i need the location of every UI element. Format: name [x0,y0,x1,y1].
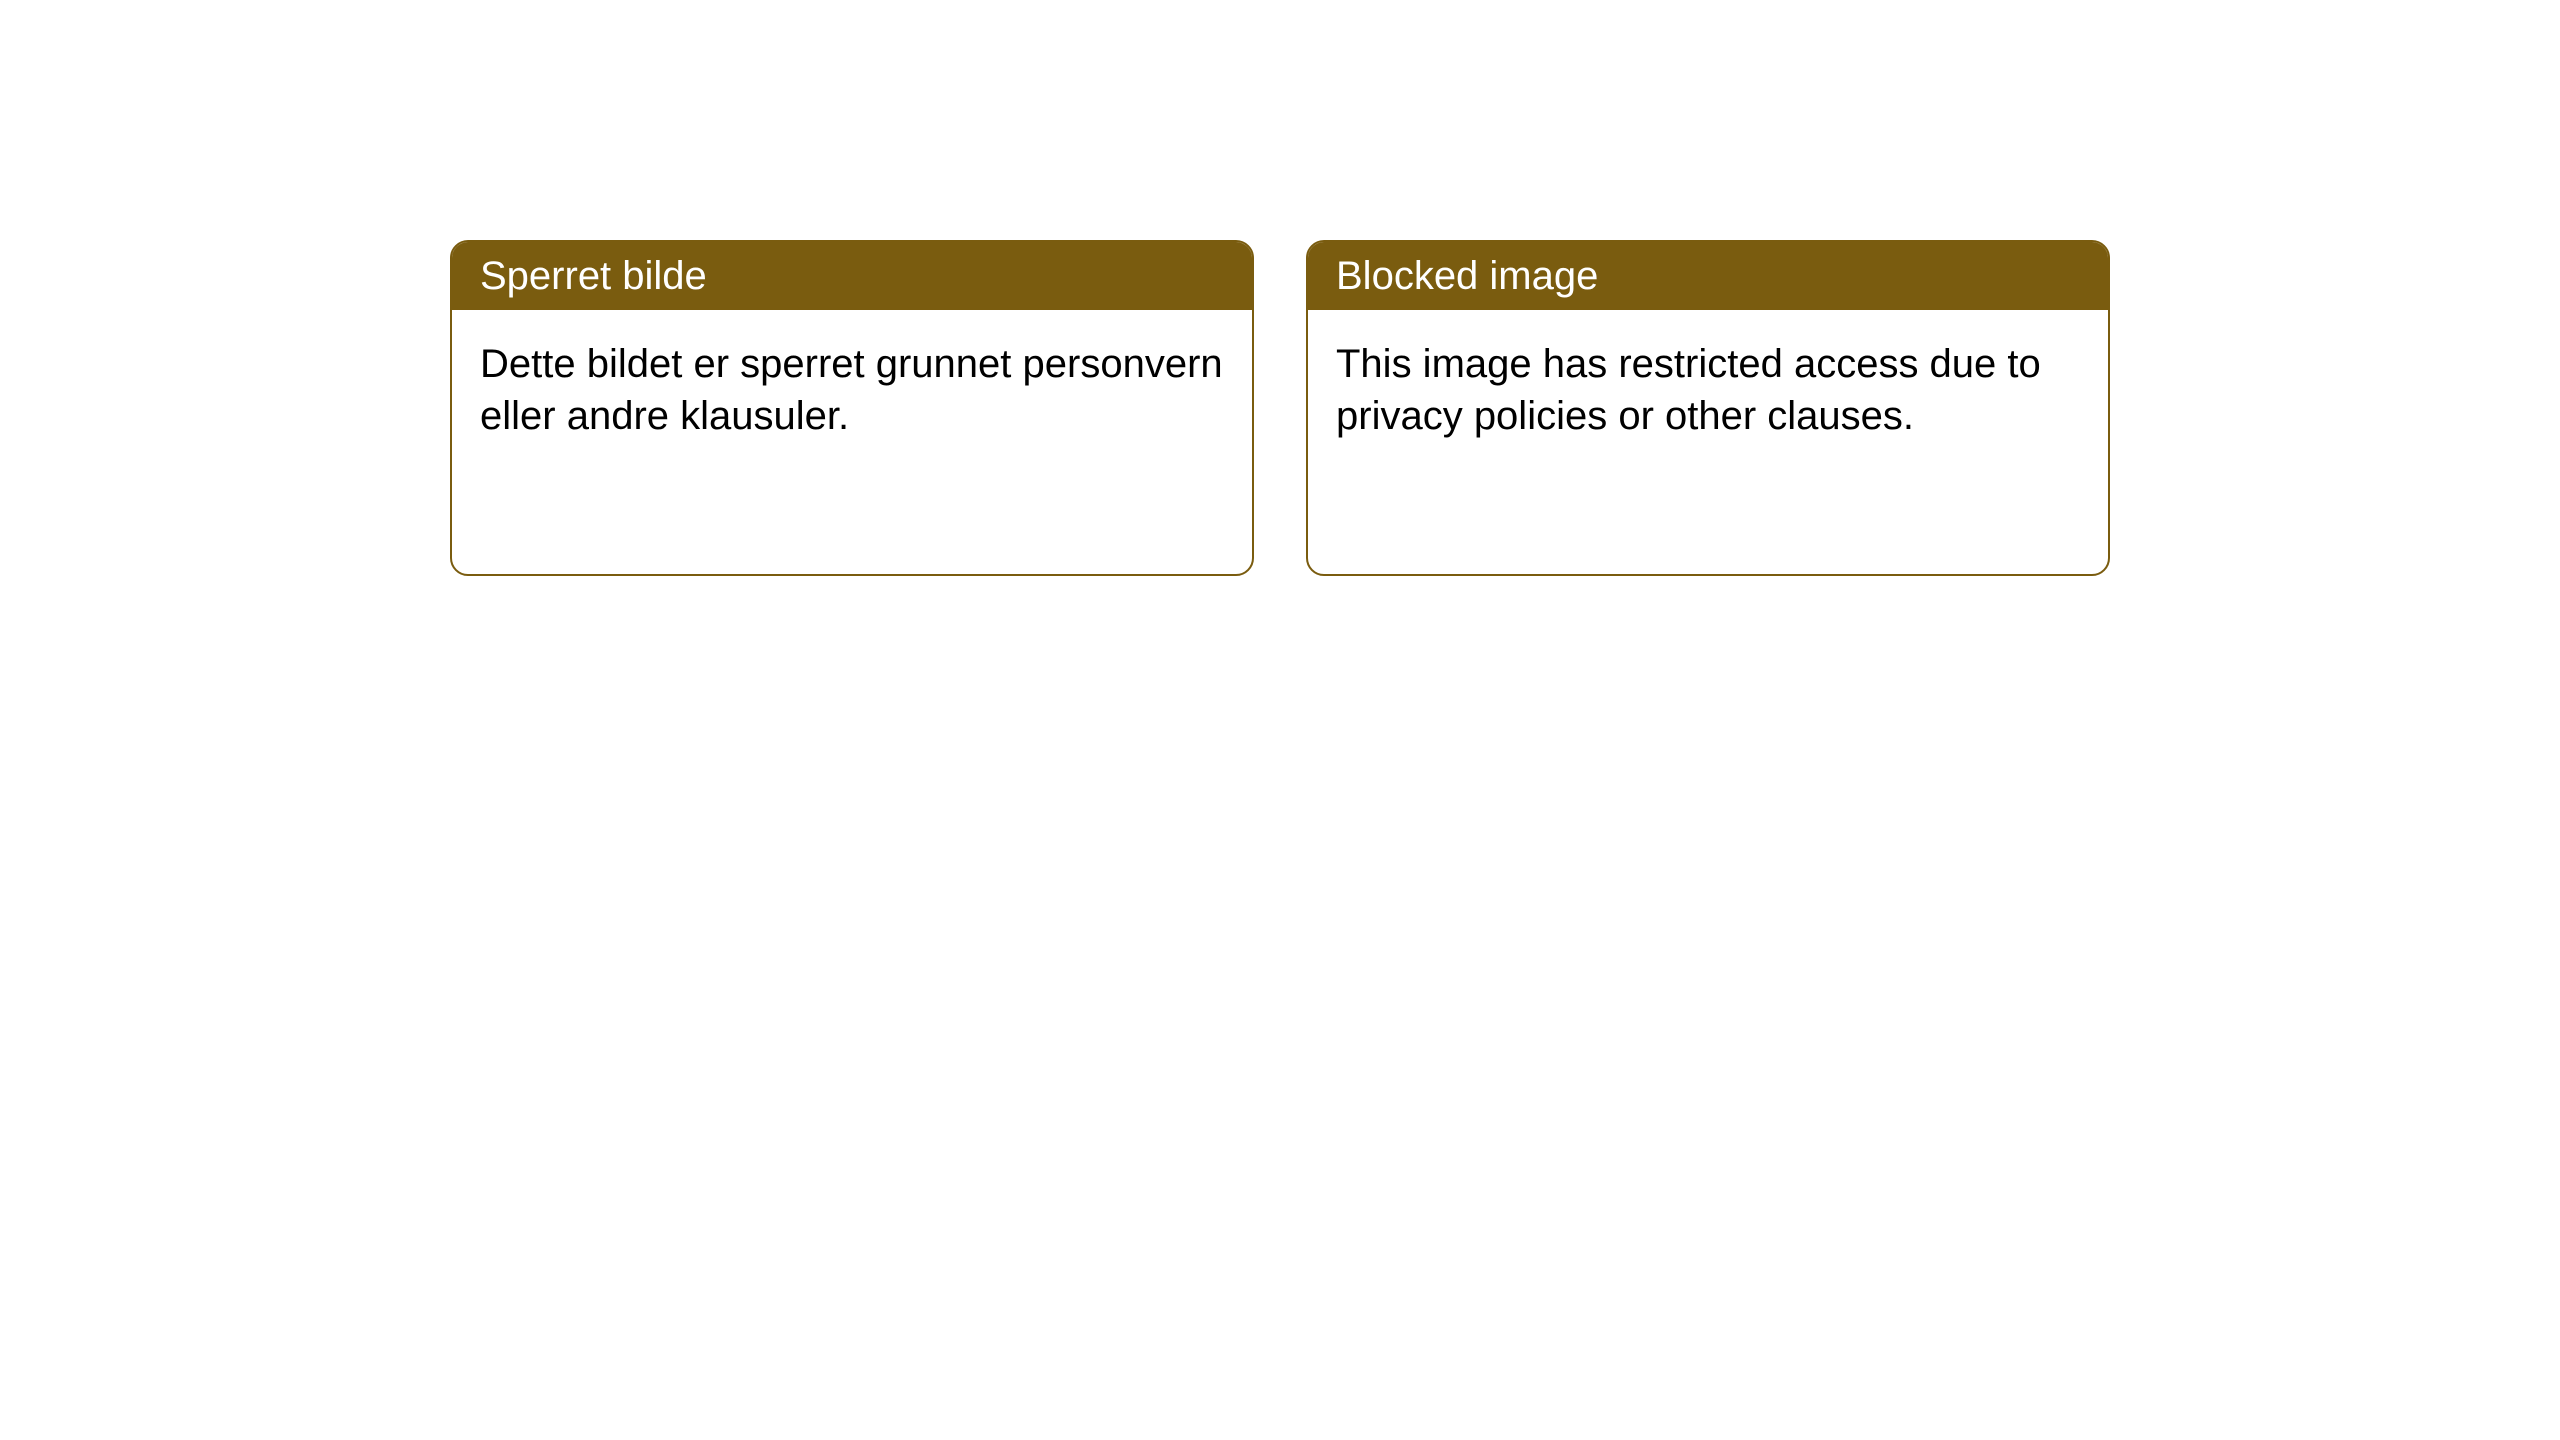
notice-body-english: This image has restricted access due to … [1308,310,2108,470]
notice-box-norwegian: Sperret bilde Dette bildet er sperret gr… [450,240,1254,576]
notice-header-english: Blocked image [1308,242,2108,310]
notice-header-norwegian: Sperret bilde [452,242,1252,310]
notice-body-norwegian: Dette bildet er sperret grunnet personve… [452,310,1252,470]
notice-box-english: Blocked image This image has restricted … [1306,240,2110,576]
notice-container: Sperret bilde Dette bildet er sperret gr… [0,0,2560,576]
